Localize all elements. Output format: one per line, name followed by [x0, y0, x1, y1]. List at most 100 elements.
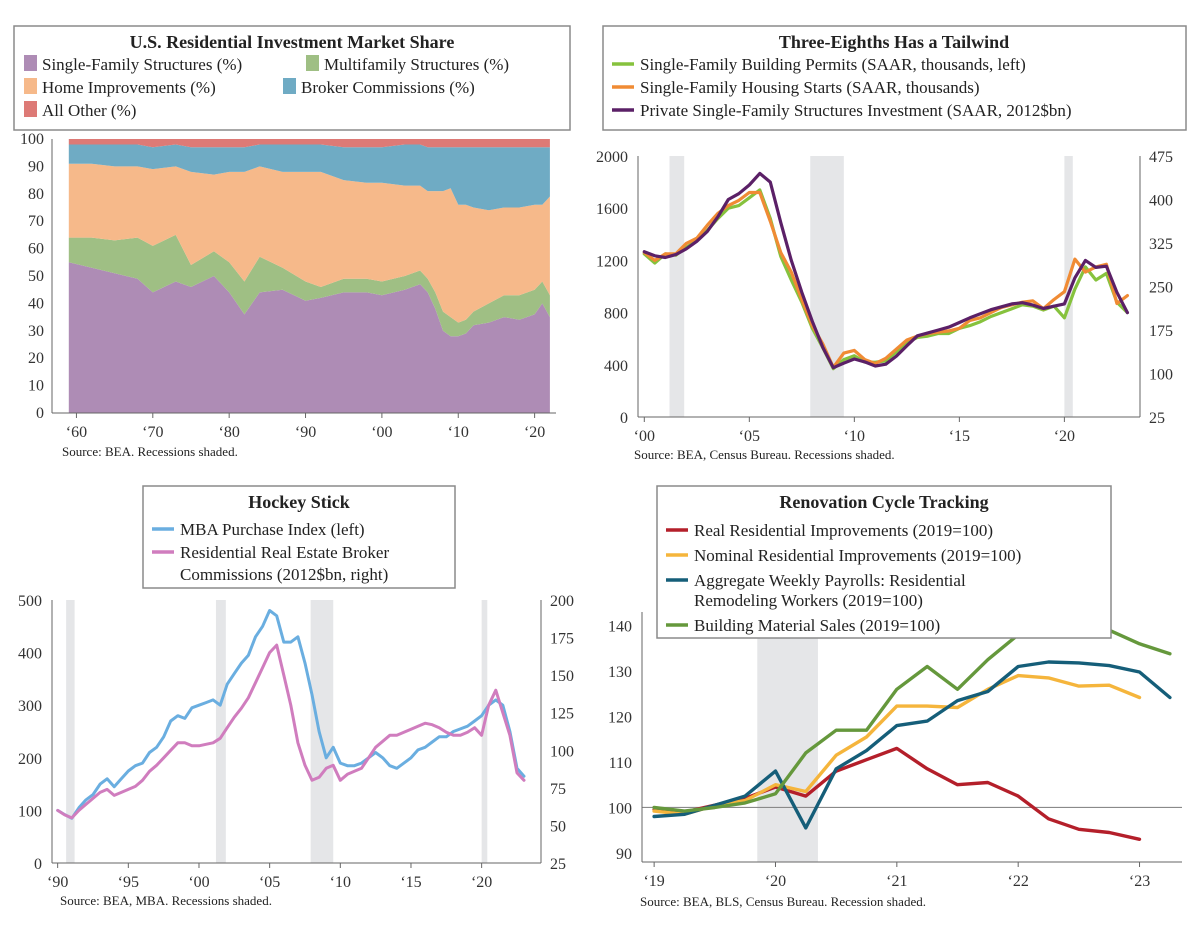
- recession-band: [215, 600, 226, 863]
- legend-home-improvements: Home Improvements (%): [42, 78, 216, 97]
- renovation-panel: 90 100 110 120 130 140 ‘19 ‘20 ‘21 ‘22 ‘23 Renovat…: [608, 485, 1182, 909]
- renovation-y-tick: 120: [608, 710, 632, 727]
- renovation-x-tick: ‘21: [886, 873, 907, 890]
- renovation-y-tick: 140: [608, 619, 632, 636]
- hockey-x-tick: ‘15: [400, 874, 421, 891]
- line-investment: [642, 171, 1129, 370]
- recession-band: [810, 156, 844, 417]
- hockey-y-tick-left: 200: [18, 751, 42, 768]
- tailwind-y-tick-left: 1200: [596, 253, 628, 270]
- area-sf-structures: [68, 262, 550, 413]
- legend-nominal-impr: Nominal Residential Improvements (2019=1…: [694, 546, 1021, 565]
- hockey-y-tick-right: 125: [550, 706, 574, 723]
- legend-permits: Single-Family Building Permits (SAAR, th…: [640, 55, 1026, 74]
- market-share-y-tick: 0: [36, 405, 44, 422]
- area-all-other: [68, 139, 550, 148]
- legend-payrolls: Aggregate Weekly Payrolls: Residential R…: [694, 571, 970, 610]
- tailwind-legend-box: [602, 25, 1187, 131]
- hockey-y-tick-right: 175: [550, 631, 574, 648]
- tailwind-plot: [642, 156, 1129, 417]
- market-share-x-tick: ‘80: [218, 424, 239, 441]
- legend-sf-structures: Single-Family Structures (%): [42, 55, 242, 74]
- market-share-y-tick: 100: [20, 131, 44, 148]
- legend-swatch-mf: [306, 55, 319, 71]
- line-real-improvements: [652, 746, 1142, 841]
- hockey-y-tick-right: 50: [550, 818, 566, 835]
- line-remodeling-payrolls: [652, 660, 1172, 830]
- legend-swatch-bc: [283, 78, 296, 94]
- hockey-stick-panel: 0 100 200 300 400 500 25 50 75 100 125 150 175 200 ‘90…: [18, 485, 574, 908]
- hockey-x-tick: ‘10: [330, 874, 351, 891]
- tailwind-y-tick-right: 250: [1149, 280, 1173, 297]
- tailwind-x-tick: ‘10: [844, 428, 865, 445]
- legend-material: Building Material Sales (2019=100): [694, 616, 940, 635]
- tailwind-y-tick-right: 400: [1149, 193, 1173, 210]
- market-share-y-tick: 30: [28, 323, 44, 340]
- market-share-y-tick: 20: [28, 350, 44, 367]
- market-share-axes: 0 10 20 30 40 50 60 70 80 90 100 ‘60 ‘70 ‘80 ‘90 ‘00 ‘10…: [20, 131, 556, 441]
- tailwind-y-tick-right: 25: [1149, 410, 1165, 427]
- tailwind-y-tick-right: 325: [1149, 236, 1173, 253]
- market-share-x-tick: ‘20: [524, 424, 545, 441]
- legend-swatch-hi: [24, 78, 37, 94]
- market-share-panel: 0 10 20 30 40 50 60 70 80 90 100 ‘60 ‘70 ‘80 ‘90 ‘00 ‘10…: [13, 25, 571, 459]
- line-mba-purchase-index: [56, 609, 526, 820]
- tailwind-y-tick-right: 100: [1149, 367, 1173, 384]
- recession-band: [1064, 156, 1073, 417]
- hockey-y-tick-left: 300: [18, 698, 42, 715]
- renovation-y-tick: 100: [608, 800, 632, 817]
- hockey-x-tick: ‘90: [47, 874, 68, 891]
- tailwind-x-tick: ‘00: [634, 428, 655, 445]
- market-share-y-tick: 70: [28, 213, 44, 230]
- tailwind-x-tick: ‘15: [949, 428, 970, 445]
- legend-mba: MBA Purchase Index (left): [180, 520, 365, 539]
- hockey-stick-axes: 0 100 200 300 400 500 25 50 75 100 125 150 175 200 ‘90…: [18, 593, 574, 891]
- tailwind-y-tick-right: 175: [1149, 323, 1173, 340]
- renovation-y-tick: 110: [609, 755, 632, 772]
- hockey-y-tick-right: 150: [550, 668, 574, 685]
- hockey-y-tick-right: 25: [550, 856, 566, 873]
- recession-band: [669, 156, 685, 417]
- tailwind-source: Source: BEA, Census Bureau. Recessions s…: [634, 447, 895, 462]
- recession-band: [481, 600, 488, 863]
- renovation-y-tick: 90: [616, 846, 632, 863]
- market-share-x-tick: ‘90: [295, 424, 316, 441]
- renovation-title: Renovation Cycle Tracking: [779, 492, 988, 512]
- market-share-y-tick: 90: [28, 158, 44, 175]
- market-share-title: U.S. Residential Investment Market Share: [130, 32, 455, 52]
- tailwind-y-tick-left: 800: [604, 306, 628, 323]
- hockey-x-tick: ‘20: [471, 874, 492, 891]
- tailwind-x-tick: ‘20: [1054, 428, 1075, 445]
- tailwind-panel: 0 400 800 1200 1600 2000 25 100 175 250 325 400 475 ‘…: [596, 25, 1187, 462]
- line-nominal-improvements: [652, 673, 1142, 816]
- area-home-improvements: [68, 163, 550, 323]
- renovation-plot: [642, 612, 1182, 862]
- tailwind-axes: 0 400 800 1200 1600 2000 25 100 175 250 325 400 475 ‘…: [596, 149, 1173, 445]
- renovation-x-tick: ‘20: [765, 873, 786, 890]
- line-broker-commissions: [56, 643, 526, 820]
- legend-swatch-ao: [24, 101, 37, 117]
- legend-commissions: Residential Real Estate Broker Commissio…: [180, 543, 393, 584]
- market-share-x-tick: ‘10: [448, 424, 469, 441]
- area-multifamily: [68, 234, 550, 337]
- market-share-y-tick: 40: [28, 295, 44, 312]
- market-share-y-tick: 60: [28, 241, 44, 258]
- renovation-x-tick: ‘19: [643, 873, 664, 890]
- legend-payrolls-line1: Aggregate Weekly Payrolls: Residential: [694, 571, 966, 590]
- area-broker-commissions: [68, 144, 550, 211]
- tailwind-x-tick: ‘05: [739, 428, 760, 445]
- legend-multifamily: Multifamily Structures (%): [324, 55, 509, 74]
- legend-real-impr: Real Residential Improvements (2019=100): [694, 521, 993, 540]
- hockey-y-tick-left: 500: [18, 593, 42, 610]
- tailwind-y-tick-right: 475: [1149, 149, 1173, 166]
- tailwind-y-tick-left: 2000: [596, 149, 628, 166]
- tailwind-y-tick-left: 400: [604, 358, 628, 375]
- market-share-x-tick: ‘00: [371, 424, 392, 441]
- tailwind-title: Three-Eighths Has a Tailwind: [779, 32, 1009, 52]
- market-share-x-tick: ‘70: [142, 424, 163, 441]
- hockey-y-tick-left: 400: [18, 646, 42, 663]
- hockey-stick-source: Source: BEA, MBA. Recessions shaded.: [60, 893, 272, 908]
- hockey-y-tick-right: 100: [550, 743, 574, 760]
- renovation-x-tick: ‘23: [1129, 873, 1150, 890]
